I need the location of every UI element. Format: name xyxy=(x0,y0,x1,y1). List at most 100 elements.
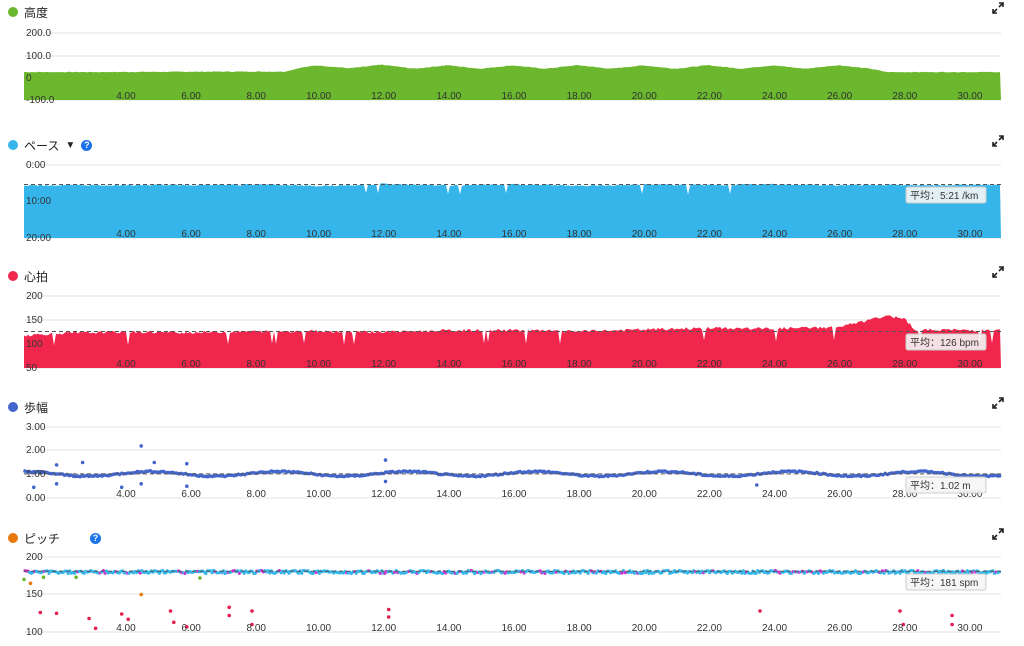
x-tick-label: 14.00 xyxy=(436,623,461,634)
data-point xyxy=(93,626,98,631)
x-tick-label: 16.00 xyxy=(501,623,526,634)
average-label: 平均：126 bpm xyxy=(905,333,987,351)
x-tick-label: 8.00 xyxy=(246,489,266,500)
y-tick-label: 0:00 xyxy=(26,160,46,171)
expand-icon[interactable] xyxy=(992,266,1004,278)
x-tick-label: 18.00 xyxy=(567,91,592,102)
data-point xyxy=(54,611,59,616)
data-point xyxy=(378,571,382,575)
y-tick-label: 200 xyxy=(26,291,43,302)
data-point xyxy=(41,575,46,580)
x-tick-label: 18.00 xyxy=(567,489,592,500)
data-point xyxy=(594,571,598,575)
expand-icon[interactable] xyxy=(992,397,1004,409)
x-tick-label: 24.00 xyxy=(762,359,787,370)
pace-header: ペース ▼ ? xyxy=(8,136,93,154)
x-tick-label: 10.00 xyxy=(306,229,331,240)
data-point xyxy=(758,609,762,613)
x-tick-label: 14.00 xyxy=(436,359,461,370)
data-point xyxy=(755,483,759,487)
data-point xyxy=(754,571,758,575)
x-tick-label: 16.00 xyxy=(501,229,526,240)
data-point xyxy=(749,571,754,575)
data-point xyxy=(183,571,187,575)
data-point xyxy=(383,458,388,462)
x-tick-label: 24.00 xyxy=(762,489,787,500)
cadence-chart: 200 150 100 4.00 6.00 8.00 10.00 12.00 14.00 16.0… xyxy=(22,552,1002,638)
x-tick-label: 22.00 xyxy=(697,623,722,634)
y-tick-label: 100 xyxy=(26,339,43,350)
y-tick-label: 50 xyxy=(26,363,38,374)
data-point xyxy=(297,571,301,575)
stride-title: 歩幅 xyxy=(24,400,49,415)
data-point xyxy=(138,571,142,575)
y-tick-label: 0 xyxy=(26,73,32,84)
x-tick-label: 26.00 xyxy=(827,229,852,240)
y-tick-label: 150 xyxy=(26,589,43,600)
data-point xyxy=(950,613,954,618)
y-tick-label: 200 xyxy=(26,552,43,563)
data-point xyxy=(22,577,26,582)
x-tick-label: 12.00 xyxy=(371,229,396,240)
data-point xyxy=(139,592,143,597)
data-point xyxy=(741,569,746,573)
chevron-down-icon[interactable]: ▼ xyxy=(65,139,76,151)
x-tick-label: 20.00 xyxy=(632,489,657,500)
y-tick-label: 0.00 xyxy=(26,493,46,504)
heart-rate-color-dot xyxy=(8,271,18,281)
stride-panel: 歩幅 3.00 2.00 1.00 0.00 4.00 6.00 8.00 10.00 12.0… xyxy=(0,395,1024,505)
data-point xyxy=(185,625,189,629)
stride-color-dot xyxy=(8,402,18,412)
data-point xyxy=(386,607,391,612)
average-label-text: 平均：1.02 m xyxy=(910,480,971,492)
x-tick-label: 12.00 xyxy=(371,623,396,634)
data-point xyxy=(578,571,582,575)
x-tick-label: 30.00 xyxy=(957,229,982,240)
expand-icon[interactable] xyxy=(992,528,1004,540)
data-point xyxy=(898,571,902,575)
x-tick-label: 28.00 xyxy=(892,489,917,500)
x-tick-label: 20.00 xyxy=(632,623,657,634)
elevation-chart: 200.0 100.0 0 -100.0 4.00 6.00 8.00 10.00 12.00 1… xyxy=(24,28,1001,106)
data-point xyxy=(383,479,388,484)
data-point xyxy=(268,571,272,575)
help-icon[interactable]: ? xyxy=(90,532,102,544)
x-tick-label: 4.00 xyxy=(116,91,136,102)
data-point xyxy=(250,622,254,627)
data-point xyxy=(210,571,214,575)
area-series xyxy=(24,183,1001,238)
average-label-bg xyxy=(905,573,987,591)
x-tick-label: 14.00 xyxy=(436,229,461,240)
x-tick-label: 24.00 xyxy=(762,623,787,634)
x-tick-label: 10.00 xyxy=(306,91,331,102)
x-tick-label: 28.00 xyxy=(892,229,917,240)
average-label-text: 平均：181 spm xyxy=(910,577,978,589)
expand-icon[interactable] xyxy=(992,135,1004,147)
data-point xyxy=(620,571,624,575)
x-tick-label: 30.00 xyxy=(957,623,982,634)
elevation-header: 高度 xyxy=(8,3,48,21)
y-tick-label: 3.00 xyxy=(26,422,46,433)
elevation-color-dot xyxy=(8,7,18,17)
data-point xyxy=(965,569,970,573)
data-point xyxy=(740,571,744,575)
x-tick-label: 6.00 xyxy=(181,489,201,500)
data-point xyxy=(54,482,59,486)
expand-icon[interactable] xyxy=(992,2,1004,14)
data-point xyxy=(901,622,906,627)
elevation-title: 高度 xyxy=(24,5,49,20)
data-point xyxy=(227,613,231,618)
x-tick-label: 4.00 xyxy=(116,359,136,370)
area-series xyxy=(24,315,1001,368)
y-tick-label: -100.0 xyxy=(26,95,55,106)
y-tick-label: 100.0 xyxy=(26,51,51,62)
y-tick-label: 200.0 xyxy=(26,28,51,39)
help-icon[interactable]: ? xyxy=(81,139,93,151)
pace-chart: 0:00 10:00 20:00 4.00 6.00 8.00 10.00 12.00 14.0… xyxy=(24,160,1001,244)
average-label: 平均：1.02 m xyxy=(905,476,987,494)
data-point xyxy=(250,609,254,613)
heart-rate-panel: 心拍 200 150 100 50 4.00 6.00 8.00 10.00 12.00 14.0… xyxy=(0,264,1024,374)
x-tick-label: 8.00 xyxy=(246,623,266,634)
data-point xyxy=(119,485,124,490)
cadence-color-dot xyxy=(8,533,18,543)
